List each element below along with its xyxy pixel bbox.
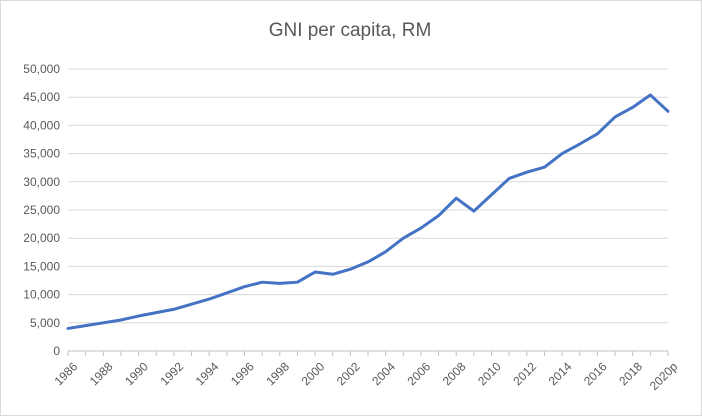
- x-tick-label: 2006: [405, 359, 434, 388]
- x-tick-label: 2002: [334, 359, 363, 388]
- y-tick-label: 10,000: [23, 288, 60, 302]
- x-tick-label: 1986: [52, 359, 81, 388]
- x-tick-label: 1994: [193, 359, 222, 388]
- x-tick-label: 1998: [263, 359, 292, 388]
- y-tick-label: 35,000: [23, 147, 60, 161]
- x-tick-label: 2000: [299, 359, 328, 388]
- x-tick-label: 2004: [369, 359, 398, 388]
- x-tick-label: 2014: [546, 359, 575, 388]
- y-tick-label: 25,000: [23, 203, 60, 217]
- y-tick-label: 40,000: [23, 118, 60, 132]
- y-tick-label: 50,000: [23, 62, 60, 76]
- x-tick-label: 1988: [87, 359, 116, 388]
- y-tick-label: 5,000: [30, 316, 60, 330]
- x-tick-label: 2020p: [647, 359, 681, 393]
- chart-title: GNI per capita, RM: [268, 20, 432, 41]
- x-tick-label: 2018: [616, 359, 645, 388]
- x-tick-label: 2012: [510, 359, 539, 388]
- x-tick-label: 2008: [440, 359, 469, 388]
- x-tick-label: 1992: [157, 359, 186, 388]
- y-tick-label: 0: [53, 344, 60, 358]
- y-tick-label: 15,000: [23, 259, 60, 273]
- x-tick-label: 1990: [122, 359, 151, 388]
- y-tick-label: 45,000: [23, 90, 60, 104]
- x-tick-label: 1996: [228, 359, 257, 388]
- y-tick-label: 20,000: [23, 231, 60, 245]
- y-tick-label: 30,000: [23, 175, 60, 189]
- series-line: [66, 93, 670, 330]
- x-tick-label: 2016: [581, 359, 610, 388]
- x-tick-label: 2010: [475, 359, 504, 388]
